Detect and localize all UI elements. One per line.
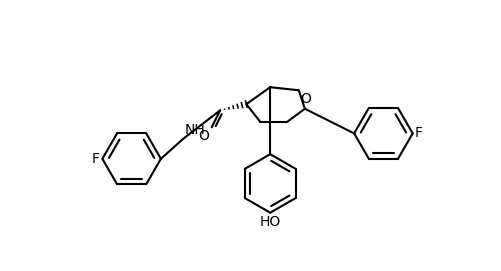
Text: HO: HO [260,215,281,229]
Text: F: F [92,152,100,166]
Text: F: F [415,126,423,140]
Text: O: O [198,129,208,143]
Text: NH: NH [185,123,205,137]
Text: O: O [300,92,311,106]
